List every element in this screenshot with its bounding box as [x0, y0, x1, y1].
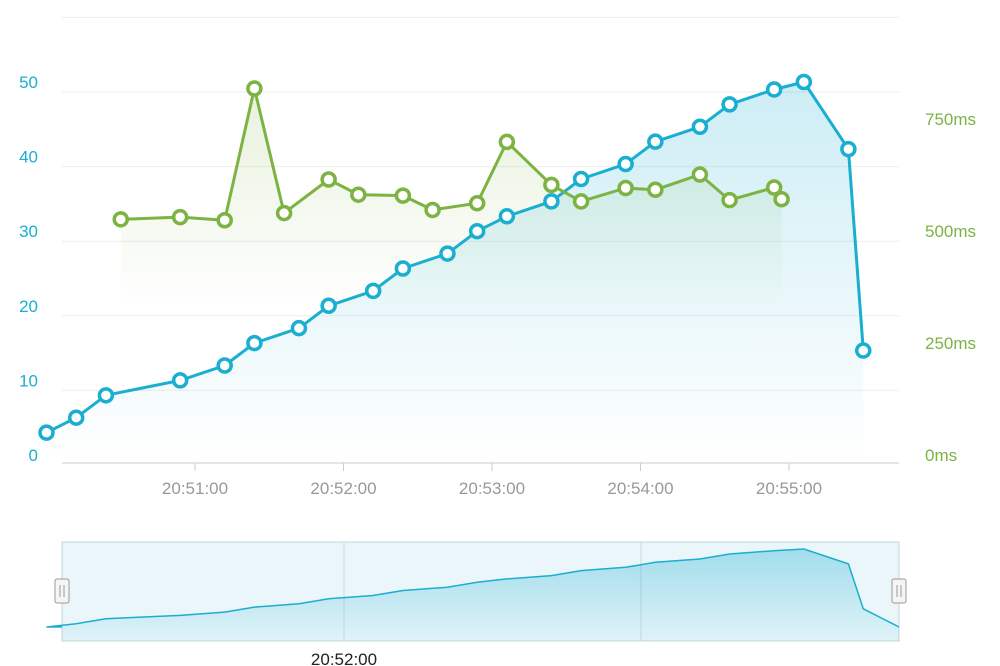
left-axis-tick-label: 40 — [19, 148, 38, 167]
data-point[interactable] — [216, 357, 233, 374]
data-point[interactable] — [498, 208, 516, 225]
right-axis-tick-label: 500ms — [925, 222, 976, 241]
data-point[interactable] — [394, 187, 412, 204]
data-point[interactable] — [855, 342, 872, 359]
data-point[interactable] — [691, 118, 709, 136]
series-points[interactable] — [38, 73, 872, 441]
x-axis-tick-label: 20:54:00 — [607, 479, 673, 498]
data-point[interactable] — [171, 208, 189, 226]
data-point[interactable] — [765, 81, 783, 98]
x-axis-tick-label: 20:53:00 — [459, 479, 525, 498]
data-point[interactable] — [364, 282, 382, 300]
area-fills — [46, 82, 864, 463]
data-point[interactable] — [721, 96, 738, 113]
data-point[interactable] — [424, 201, 441, 219]
data-point[interactable] — [795, 73, 813, 91]
navigator-handle-left[interactable] — [54, 578, 70, 604]
data-point[interactable] — [320, 171, 337, 188]
navigator-handle-right[interactable] — [891, 578, 907, 604]
data-point[interactable] — [647, 181, 664, 199]
right-axis-tick-label: 750ms — [925, 110, 976, 129]
left-axis: 0 10 20 30 40 50 — [19, 73, 38, 465]
data-point[interactable] — [572, 170, 590, 188]
data-point[interactable] — [275, 204, 293, 222]
x-axis: 20:51:00 20:52:00 20:53:00 20:54:00 20:55:00 — [162, 463, 822, 498]
navigator[interactable]: 20:52:00 — [46, 541, 907, 666]
data-point[interactable] — [498, 133, 516, 151]
data-point[interactable] — [216, 211, 233, 229]
data-point[interactable] — [468, 222, 486, 240]
data-point[interactable] — [468, 194, 486, 212]
data-point[interactable] — [290, 319, 308, 337]
data-point[interactable] — [350, 186, 367, 203]
navigator-line — [46, 548, 900, 628]
data-point[interactable] — [67, 409, 85, 426]
data-point[interactable] — [171, 372, 189, 389]
data-point[interactable] — [394, 260, 412, 277]
data-point[interactable] — [320, 297, 337, 315]
data-point[interactable] — [543, 193, 560, 210]
data-point[interactable] — [647, 133, 664, 150]
x-axis-tick-label: 20:51:00 — [162, 479, 228, 498]
data-point[interactable] — [572, 193, 590, 210]
data-point[interactable] — [246, 80, 263, 97]
left-axis-tick-label: 30 — [19, 222, 38, 241]
left-axis-tick-label: 10 — [19, 371, 38, 390]
data-point[interactable] — [112, 211, 129, 228]
data-point[interactable] — [38, 424, 55, 441]
left-axis-tick-label: 50 — [19, 73, 38, 92]
data-point[interactable] — [721, 191, 738, 209]
data-point[interactable] — [246, 334, 263, 352]
left-axis-tick-label: 20 — [19, 297, 38, 316]
data-point[interactable] — [617, 155, 634, 173]
right-axis-tick-label: 0ms — [925, 446, 957, 465]
data-point[interactable] — [773, 190, 790, 208]
data-point[interactable] — [439, 245, 456, 262]
series-area — [120, 88, 782, 310]
data-point[interactable] — [765, 179, 783, 196]
right-axis-tick-label: 250ms — [925, 334, 976, 353]
right-axis: 0ms 250ms 500ms 750ms — [925, 110, 976, 465]
left-axis-tick-label: 0 — [29, 446, 38, 465]
navigator-time-label: 20:52:00 — [311, 650, 377, 666]
x-axis-tick-label: 20:52:00 — [310, 479, 376, 498]
navigator-area — [46, 549, 899, 641]
data-point[interactable] — [617, 179, 634, 197]
data-point[interactable] — [691, 166, 709, 183]
x-axis-tick-label: 20:55:00 — [756, 479, 822, 498]
data-point[interactable] — [840, 140, 857, 158]
data-point[interactable] — [543, 176, 560, 194]
data-point[interactable] — [97, 387, 115, 404]
